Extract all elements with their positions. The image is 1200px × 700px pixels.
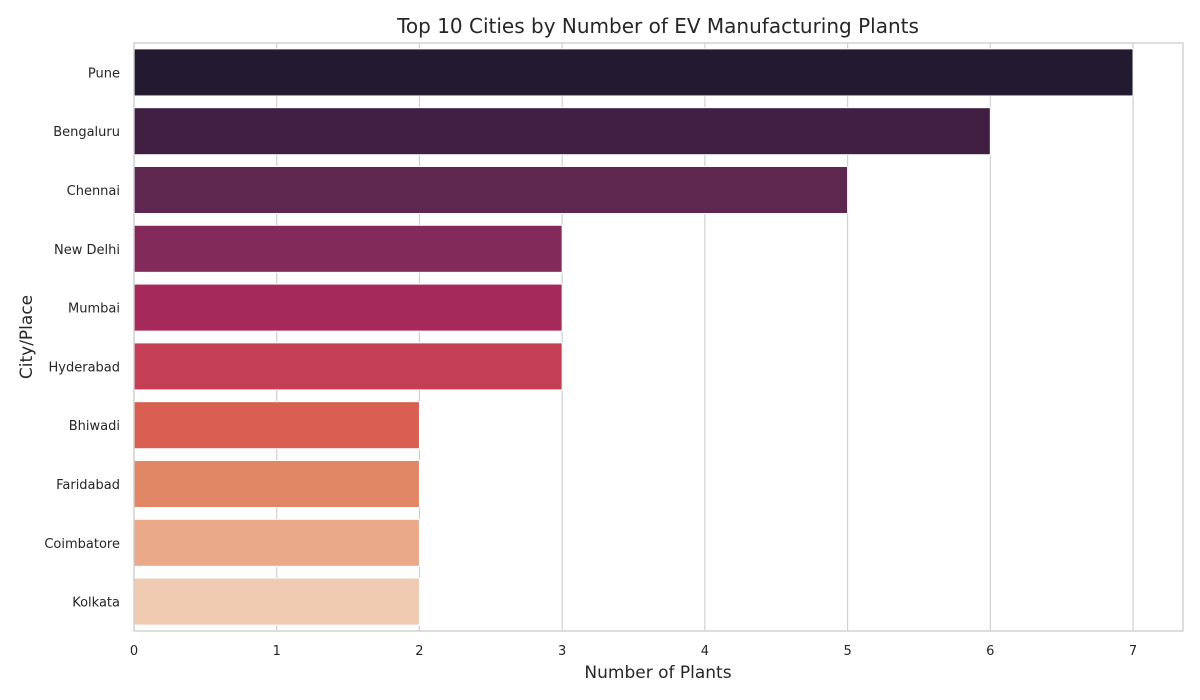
bar-mumbai: [133, 283, 563, 332]
x-tick-label: 2: [415, 644, 423, 659]
y-axis-label: City/Place: [17, 295, 37, 379]
bar-chennai: [133, 165, 849, 215]
x-tick-label: 5: [843, 644, 851, 659]
bar-kolkata: [133, 577, 420, 626]
y-tick-label: Hyderabad: [49, 360, 121, 375]
bar-hyderabad: [133, 342, 563, 391]
x-tick-label: 1: [273, 644, 281, 659]
bar-faridabad: [133, 459, 420, 509]
x-tick-label: 6: [986, 644, 994, 659]
bar-bhiwadi: [133, 401, 420, 450]
x-tick-label: 0: [130, 644, 138, 659]
bar-pune: [133, 48, 1134, 97]
y-tick-label: Bhiwadi: [69, 419, 120, 434]
bar-coimbatore: [133, 518, 420, 567]
chart-title: Top 10 Cities by Number of EV Manufactur…: [396, 14, 919, 38]
y-tick-labels: Pune Bengaluru Chennai New Delhi Mumbai Hyder…: [44, 66, 120, 610]
x-axis-label: Number of Plants: [584, 663, 731, 683]
x-tick-label: 7: [1129, 644, 1137, 659]
y-tick-label: Kolkata: [72, 596, 120, 611]
y-tick-label: New Delhi: [54, 243, 120, 258]
bar-bengaluru: [133, 107, 991, 156]
y-tick-label: Coimbatore: [44, 537, 120, 552]
y-tick-label: Bengaluru: [53, 125, 120, 140]
y-tick-label: Pune: [88, 66, 120, 81]
x-tick-label: 4: [701, 644, 709, 659]
x-tick-labels: 0 1 2 3 4 5 6 7: [130, 644, 1137, 659]
bar-new-delhi: [133, 224, 563, 273]
x-tick-label: 3: [558, 644, 566, 659]
y-tick-label: Faridabad: [56, 478, 120, 493]
y-tick-label: Chennai: [67, 184, 120, 199]
plot-frame: [133, 42, 1184, 632]
bars: [133, 48, 1134, 626]
y-tick-label: Mumbai: [68, 302, 120, 317]
